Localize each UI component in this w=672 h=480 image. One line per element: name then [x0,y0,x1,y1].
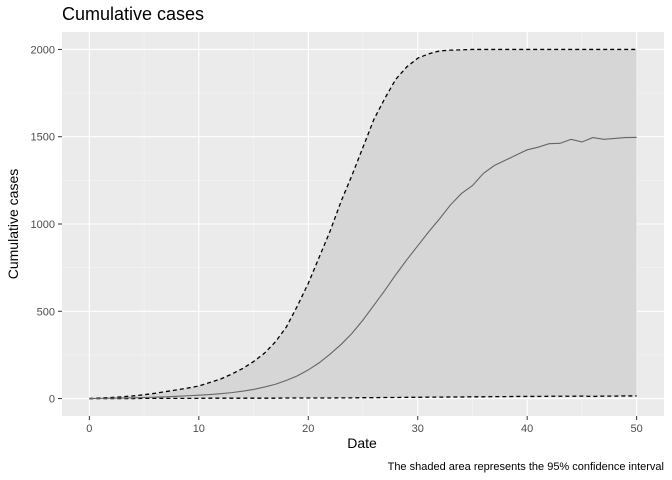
caption: The shaded area represents the 95% confi… [388,461,664,473]
y-tick-label: 2000 [31,44,55,56]
x-tick-label: 40 [521,423,533,435]
y-tick-label: 1000 [31,219,55,231]
y-axis-title: Cumulative cases [5,169,21,280]
x-tick-label: 10 [193,423,205,435]
x-axis-title: Date [347,435,377,451]
y-tick-label: 1500 [31,132,55,144]
upper-bound-line [89,48,637,400]
estimate-line [89,136,637,400]
lower-bound-line [89,395,637,400]
x-tick-label: 50 [631,423,643,435]
y-tick-label: 500 [37,306,55,318]
x-tick-label: 20 [302,423,314,435]
x-tick-label: 30 [412,423,424,435]
y-tick-label: 0 [49,394,55,406]
x-tick-label: 0 [86,423,92,435]
confidence-ribbon [89,49,637,399]
chart-title: Cumulative cases [62,4,204,24]
